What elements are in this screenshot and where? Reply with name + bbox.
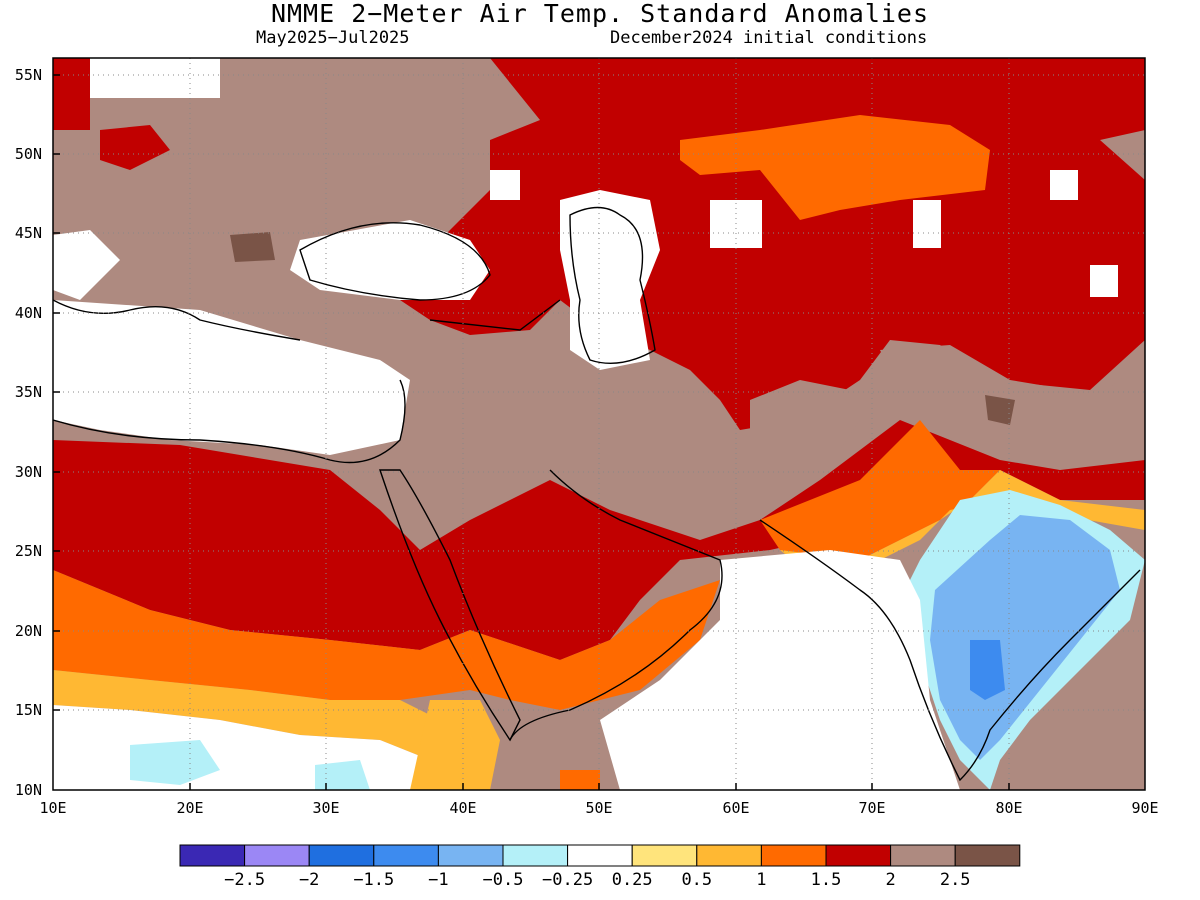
gridlines <box>53 58 1145 790</box>
lon-label: 40E <box>449 799 477 817</box>
colorbar-swatch <box>825 844 892 867</box>
colorbar-label: 2.5 <box>939 870 971 890</box>
anomaly-field-neg1.5-to-neg1 <box>970 640 1005 700</box>
colorbar-label: 0.25 <box>611 870 653 890</box>
anomaly-field-0.5-to-1 <box>410 700 500 790</box>
coastlines <box>53 206 1141 782</box>
lon-label: 20E <box>176 799 204 817</box>
lon-label: 80E <box>995 799 1023 817</box>
lat-label: 10N <box>14 781 42 799</box>
anomaly-field-neg0.5-to-neg0.25 <box>130 740 220 785</box>
lat-label: 25N <box>14 542 42 560</box>
lon-label: 50E <box>585 799 613 817</box>
anomaly-field-1-to-1.5 <box>53 570 720 710</box>
colorbar-swatch <box>760 844 827 867</box>
colorbar-swatch <box>179 844 246 867</box>
lon-label: 30E <box>312 799 340 817</box>
anomaly-field-0.5-to-1 <box>53 670 440 760</box>
lon-label: 10E <box>39 799 67 817</box>
lat-label: 30N <box>14 463 42 481</box>
colorbar <box>179 844 1021 867</box>
anomaly-field-neg1-to-neg0.5 <box>930 515 1120 760</box>
colorbar-swatch <box>567 844 633 867</box>
colorbar-label: −1.5 <box>353 870 395 890</box>
colorbar-label: 0.5 <box>681 870 713 890</box>
map-title: NMME 2−Meter Air Temp. Standard Anomalie… <box>270 0 930 28</box>
colorbar-label: −1 <box>428 870 449 890</box>
anomaly-field-1.5-to-2 <box>100 125 170 170</box>
colorbar-swatch <box>696 844 762 867</box>
anomaly-field-above-2.5 <box>985 395 1015 425</box>
colorbar-swatch <box>373 844 439 867</box>
lon-label: 70E <box>858 799 886 817</box>
axis-ticks <box>53 74 1010 790</box>
colorbar-swatch <box>502 844 569 867</box>
anomaly-field-near-normal <box>53 230 120 300</box>
lat-label: 45N <box>14 224 42 242</box>
lat-label: 40N <box>14 304 42 322</box>
anomaly-field-above-2.5 <box>230 232 275 262</box>
anomaly-field-near-normal <box>600 550 960 790</box>
anomaly-field-2-to-2.5 <box>750 380 860 470</box>
anomaly-field-1-to-1.5 <box>760 420 1000 560</box>
colorbar-swatch <box>308 844 375 867</box>
colorbar-swatch <box>631 844 698 867</box>
lat-label: 55N <box>14 66 42 84</box>
anomaly-field-near-normal <box>560 190 660 370</box>
colorbar-label: 1 <box>756 870 767 890</box>
lat-label: 50N <box>14 145 42 163</box>
lon-label: 90E <box>1131 799 1159 817</box>
lat-label: 20N <box>14 622 42 640</box>
colorbar-label: −0.25 <box>542 870 594 890</box>
colorbar-label: −0.5 <box>482 870 524 890</box>
anomaly-fields <box>53 58 1145 790</box>
colorbar-label: −2 <box>298 870 320 890</box>
colorbar-swatch <box>954 844 1021 867</box>
lat-label: 15N <box>14 701 42 719</box>
anomaly-field-neg0.5-to-neg0.25 <box>315 760 370 790</box>
lon-label: 60E <box>722 799 750 817</box>
colorbar-swatch <box>437 844 504 867</box>
anomaly-field-1.5-to-2 <box>53 58 90 130</box>
colorbar-label: 2 <box>885 870 896 890</box>
forecast-period: May2025−Jul2025 <box>256 28 410 48</box>
anomaly-field-1-to-1.5 <box>680 115 990 220</box>
colorbar-swatch <box>244 844 310 867</box>
anomaly-field-near-normal <box>53 300 410 455</box>
anomaly-field-1-to-1.5 <box>560 770 600 790</box>
colorbar-label: 1.5 <box>810 870 842 890</box>
lat-label: 35N <box>14 383 42 401</box>
colorbar-swatch <box>890 844 956 867</box>
initial-conditions: December2024 initial conditions <box>610 28 928 48</box>
anomaly-field-near-normal <box>290 220 490 300</box>
colorbar-label: −2.5 <box>224 870 266 890</box>
